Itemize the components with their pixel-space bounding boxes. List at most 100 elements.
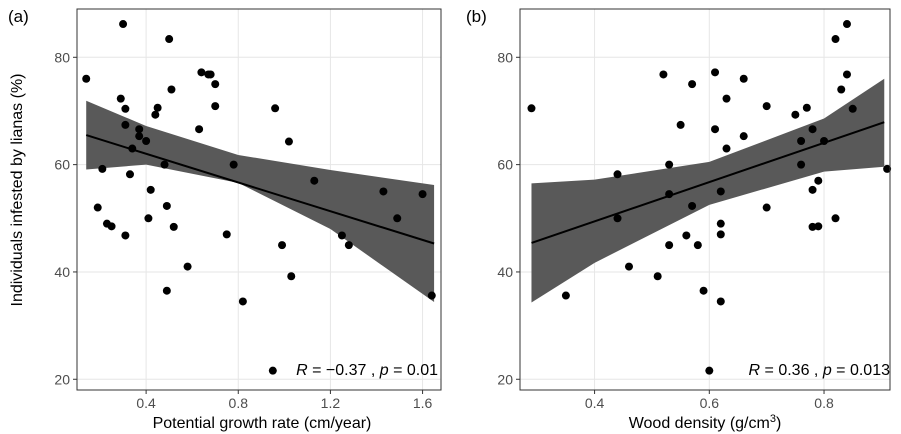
panel-a-data-point-32 xyxy=(222,230,231,239)
panel-b-data-point-25 xyxy=(739,74,748,83)
panel-a-x-tick-label-3: 1.6 xyxy=(413,395,433,411)
panel-a-data-point-6 xyxy=(119,20,128,29)
panel-b-data-point-20 xyxy=(716,219,725,228)
panel-a-data-point-8 xyxy=(121,120,130,129)
panel-a-x-tick-label-2: 1.2 xyxy=(321,395,341,411)
panel-a-regression-line xyxy=(85,134,435,245)
panel-b-label: (b) xyxy=(466,7,487,26)
panel-b-points xyxy=(527,20,892,375)
panel-a-y-ticks: 20 40 60 80 xyxy=(54,49,77,387)
panel-a-data-point-23 xyxy=(167,85,176,94)
panel-a-data-point-31 xyxy=(211,102,220,111)
panel-a-x-axis-title: Potential growth rate (cm/year) xyxy=(153,415,372,432)
panel-b-x-ticks: 0.4 0.6 0.8 xyxy=(585,390,834,411)
panel-a-data-point-39 xyxy=(287,272,296,281)
panel-b-x-axis-title: Wood density (g/cm3) xyxy=(629,413,782,432)
panel-b-grid xyxy=(520,9,890,390)
panel-b-x-tick-label-1: 0.6 xyxy=(700,395,720,411)
panel-a-data-point-2 xyxy=(98,164,107,173)
panel-a-data-point-22 xyxy=(165,35,174,44)
panel-a-data-point-16 xyxy=(146,185,155,194)
panel-a-data-point-7 xyxy=(121,104,130,113)
panel-a-data-point-33 xyxy=(229,160,238,169)
panel-b-data-point-44 xyxy=(848,104,857,113)
panel-a-data-point-46 xyxy=(427,291,436,300)
panel-b-data-point-10 xyxy=(676,120,685,129)
panel-b-data-point-11 xyxy=(682,231,691,240)
panel-a-data-point-17 xyxy=(151,110,160,119)
panel-b-data-point-43 xyxy=(842,70,851,79)
panel-b-data-point-35 xyxy=(814,176,823,185)
panel-b-data-point-19 xyxy=(716,187,725,196)
panel-b-data-point-16 xyxy=(705,366,714,375)
panel-a: (a) Individuals infested by lianas (%) 2… xyxy=(8,7,442,432)
panel-a-data-point-19 xyxy=(160,160,169,169)
panel-b-data-point-18 xyxy=(711,125,720,134)
panel-b-data-point-40 xyxy=(837,85,846,94)
panel-b-data-point-17 xyxy=(711,68,720,77)
panel-a-data-point-1 xyxy=(93,203,102,212)
panel-b-data-point-30 xyxy=(797,137,806,146)
panel-a-data-point-45 xyxy=(418,190,427,199)
panel-a-confidence-band xyxy=(86,100,435,302)
panel-a-data-point-42 xyxy=(344,241,353,250)
panel-a-data-point-37 xyxy=(278,241,287,250)
panel-a-data-point-18 xyxy=(153,103,162,112)
panel-a-data-point-15 xyxy=(144,214,153,223)
panel-b-x-tick-label-0: 0.4 xyxy=(585,395,605,411)
panel-a-data-point-26 xyxy=(195,125,204,134)
panel-b-data-point-21 xyxy=(716,230,725,239)
panel-b-regression-line xyxy=(531,121,885,244)
panel-b-data-point-1 xyxy=(561,291,570,300)
panel-b-y-tick-label-3: 80 xyxy=(497,49,513,65)
panel-b-y-tick-label-2: 60 xyxy=(497,157,513,173)
panel-b-data-point-32 xyxy=(802,103,811,112)
panel-b-correlation-annotation: R = 0.36 , p = 0.013 xyxy=(749,362,891,379)
panel-a-data-point-13 xyxy=(135,132,144,141)
panel-a-data-point-38 xyxy=(284,137,293,146)
panel-a-x-tick-label-0: 0.4 xyxy=(136,395,156,411)
panel-a-data-point-35 xyxy=(268,366,277,375)
panel-b-y-ticks: 20 40 60 80 xyxy=(497,49,520,387)
panel-a-y-tick-label-3: 80 xyxy=(54,49,70,65)
panel-b-data-point-41 xyxy=(831,214,840,223)
panel-b-data-point-2 xyxy=(613,170,622,179)
panel-b-data-point-6 xyxy=(659,70,668,79)
panel-b-data-point-4 xyxy=(624,262,633,271)
panel-a-data-point-12 xyxy=(135,125,144,134)
panel-a-data-point-20 xyxy=(162,201,171,210)
panel-b-confidence-band xyxy=(531,78,885,303)
panel-b-data-point-22 xyxy=(716,297,725,306)
panel-b-data-point-15 xyxy=(699,286,708,295)
panel-b-data-point-36 xyxy=(814,222,823,231)
panel-a-y-tick-label-0: 20 xyxy=(54,371,70,387)
panel-a-data-point-43 xyxy=(379,187,388,196)
panel-a-x-ticks: 0.4 0.8 1.2 1.6 xyxy=(136,390,433,411)
panel-b-data-point-14 xyxy=(693,241,702,250)
panel-b-data-point-39 xyxy=(831,35,840,44)
panel-b-x-tick-label-2: 0.8 xyxy=(814,395,834,411)
panel-a-data-point-41 xyxy=(337,231,346,240)
panel-a-correlation-annotation: R = −0.37 , p = 0.01 xyxy=(296,362,438,379)
panel-b-data-point-9 xyxy=(665,241,674,250)
panel-b-data-point-23 xyxy=(722,94,731,103)
panel-b-y-tick-label-1: 40 xyxy=(497,264,513,280)
panel-a-data-point-0 xyxy=(82,74,91,83)
panel-b-data-point-29 xyxy=(791,110,800,119)
panel-a-data-point-14 xyxy=(142,137,151,146)
panel-a-label: (a) xyxy=(8,7,29,26)
panel-b-data-point-33 xyxy=(808,185,817,194)
panel-a-points xyxy=(82,20,436,375)
panel-a-data-point-4 xyxy=(107,222,116,231)
panel-b-data-point-31 xyxy=(797,160,806,169)
panel-b-data-point-27 xyxy=(762,102,771,111)
panel-b-data-point-45 xyxy=(883,164,892,173)
panel-a-y-axis-title: Individuals infested by lianas (%) xyxy=(9,73,26,306)
panel-b-data-point-3 xyxy=(613,214,622,223)
panel-a-data-point-44 xyxy=(393,214,402,223)
panel-a-data-point-30 xyxy=(211,80,220,89)
panel-a-data-point-34 xyxy=(238,297,247,306)
panel-a-x-tick-label-1: 0.8 xyxy=(229,395,249,411)
panel-b-data-point-24 xyxy=(722,144,731,153)
